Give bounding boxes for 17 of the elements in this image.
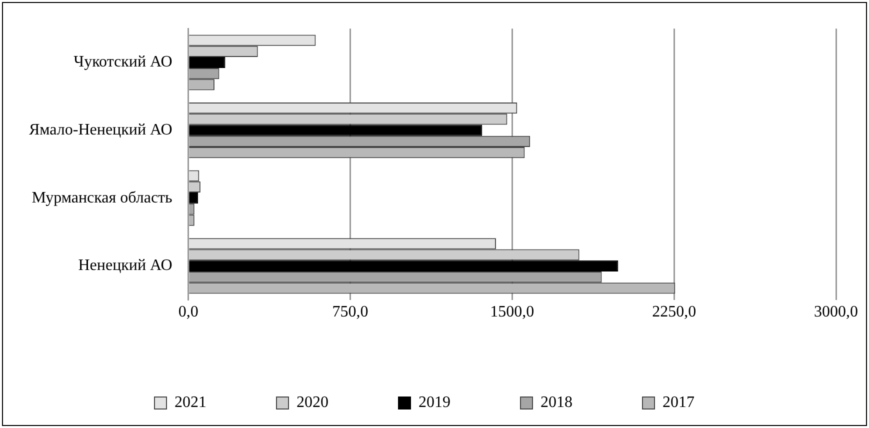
y-tick-label: Мурманская область	[32, 189, 172, 206]
x-tick-label: 1500,0	[490, 304, 534, 321]
legend-label: 2017	[662, 394, 694, 412]
x-tick-label: 2250,0	[652, 304, 696, 321]
x-tick-label: 0,0	[178, 304, 198, 321]
y-tick-label: Чукотский АО	[74, 54, 172, 71]
y-tick-label: Ямало-Ненецкий АО	[28, 122, 172, 139]
x-tick-label: 750,0	[332, 304, 368, 321]
legend-label: 2020	[296, 394, 328, 412]
legend-label: 2021	[174, 394, 206, 412]
bar	[189, 260, 618, 272]
legend-label: 2018	[540, 394, 572, 412]
legend-label: 2019	[418, 394, 450, 412]
bar	[189, 56, 226, 68]
bar	[189, 124, 482, 136]
y-tick-label: Ненецкий АО	[78, 257, 172, 274]
x-tick-label: 3000,0	[814, 304, 858, 321]
